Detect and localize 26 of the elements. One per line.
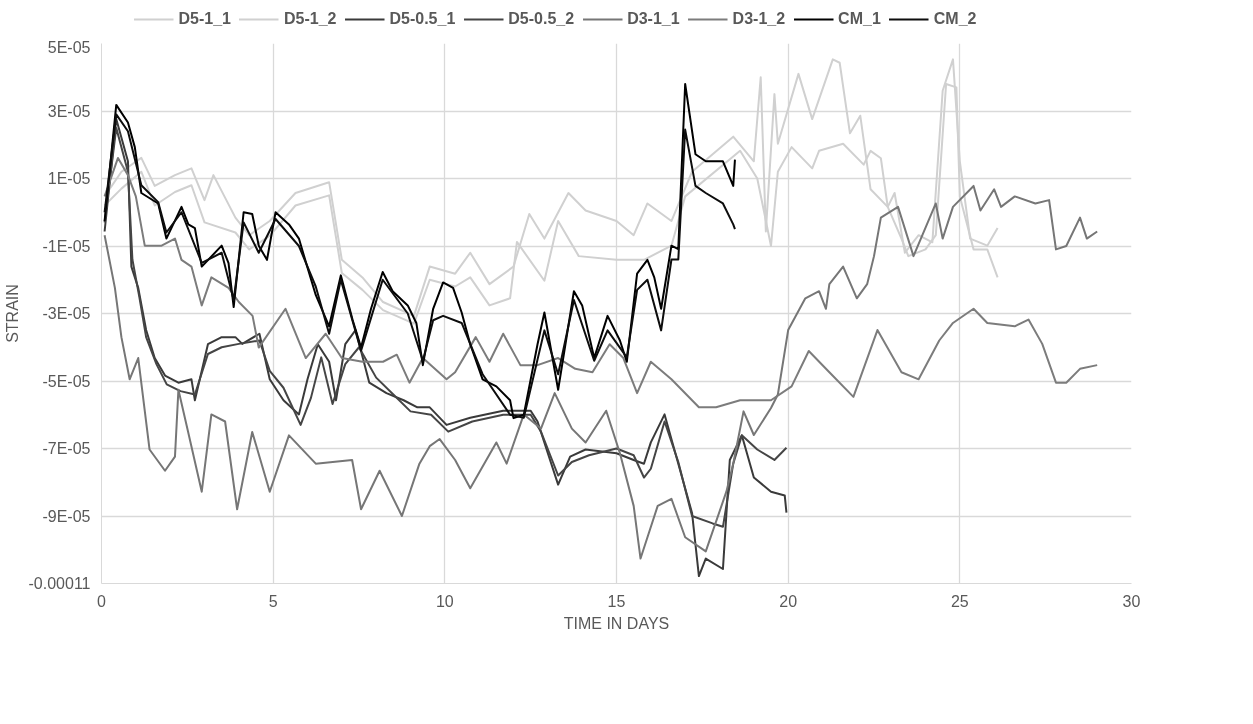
x-tick-label: 20 xyxy=(779,592,798,610)
legend-label: D5-0.5_1 xyxy=(389,10,456,28)
x-axis-title: TIME IN DAYS xyxy=(563,614,670,632)
legend-label: CM_1 xyxy=(838,10,881,28)
legend-label: D5-1_1 xyxy=(178,10,231,28)
x-tick-label: 5 xyxy=(268,592,278,610)
x-tick-label: 15 xyxy=(607,592,626,610)
y-tick-label: -1E-05 xyxy=(42,237,91,255)
y-tick-label: -5E-05 xyxy=(42,372,91,390)
y-tick-label: 3E-05 xyxy=(47,102,91,120)
y-tick-label: -9E-05 xyxy=(42,507,91,525)
y-tick-label: 5E-05 xyxy=(47,38,91,56)
y-axis-title: STRAIN xyxy=(3,284,21,343)
x-tick-label: 0 xyxy=(97,592,107,610)
legend-label: D3-1_2 xyxy=(732,10,786,28)
y-tick-label: -7E-05 xyxy=(42,440,91,457)
legend-label: D3-1_1 xyxy=(627,10,680,28)
legend-label: D5-1_2 xyxy=(283,10,337,28)
legend-label: CM_2 xyxy=(933,10,977,28)
y-tick-label: 1E-05 xyxy=(47,170,91,187)
x-tick-label: 10 xyxy=(435,592,454,610)
x-tick-label: 25 xyxy=(950,592,969,610)
x-tick-label: 30 xyxy=(1122,592,1141,610)
y-tick-label: -0.00011 xyxy=(28,575,91,592)
y-tick-label: -3E-05 xyxy=(42,305,91,322)
legend-label: D5-0.5_2 xyxy=(508,10,575,28)
